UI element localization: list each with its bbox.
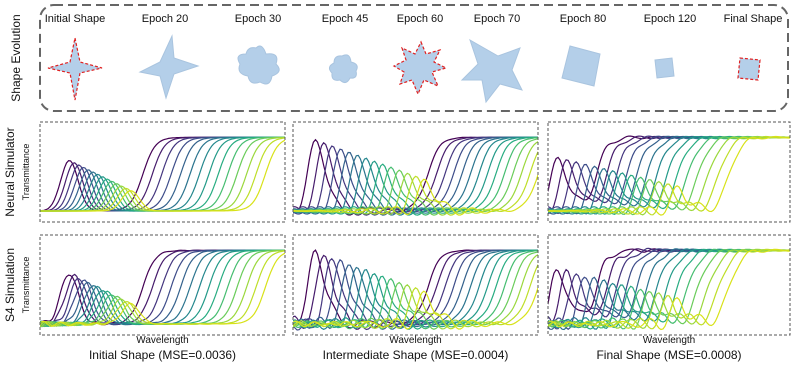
row-label: S4 Simulation bbox=[3, 248, 17, 322]
spectrum-curve bbox=[293, 136, 538, 216]
spectrum-curve bbox=[548, 248, 790, 330]
shape bbox=[654, 57, 675, 79]
shape bbox=[561, 45, 601, 87]
epoch-label: Epoch 60 bbox=[397, 13, 443, 25]
spectrum-curve bbox=[548, 135, 790, 216]
spectrum-curve bbox=[293, 287, 538, 330]
spectrum-curve bbox=[293, 249, 538, 330]
spectrum-curve bbox=[40, 252, 285, 327]
shape bbox=[737, 57, 761, 81]
spectrum-curve bbox=[293, 174, 538, 216]
spectrum-curve bbox=[548, 248, 790, 331]
shape-evolution-label: Shape Evolution bbox=[9, 14, 23, 101]
shape bbox=[237, 45, 280, 85]
spectra bbox=[293, 249, 538, 331]
panel-frame bbox=[39, 234, 286, 336]
epoch-label: Epoch 80 bbox=[560, 13, 606, 25]
spectrum-curve bbox=[40, 139, 285, 212]
y-axis-label: Transmittance bbox=[21, 257, 31, 314]
caption: Final Shape (MSE=0.0008) bbox=[596, 348, 741, 362]
row-label: Neural Simulator bbox=[3, 127, 17, 216]
spectra bbox=[40, 136, 285, 212]
spectra bbox=[548, 247, 790, 331]
y-axis-label: Transmittance bbox=[21, 144, 31, 201]
epoch-label: Epoch 30 bbox=[235, 13, 281, 25]
spectrum-curve bbox=[293, 136, 538, 216]
caption: Initial Shape (MSE=0.0036) bbox=[89, 348, 236, 362]
panel-frame bbox=[547, 121, 791, 223]
epoch-label: Final Shape bbox=[724, 13, 783, 25]
epoch-label: Epoch 45 bbox=[322, 13, 368, 25]
spectra bbox=[548, 135, 790, 216]
x-axis-label: Wavelength bbox=[643, 335, 695, 346]
panel-frame bbox=[292, 234, 539, 336]
shape bbox=[328, 54, 358, 84]
epoch-label: Epoch 70 bbox=[474, 13, 520, 25]
x-axis-label: Wavelength bbox=[136, 335, 188, 346]
epoch-label: Epoch 120 bbox=[644, 13, 697, 25]
shape bbox=[47, 37, 103, 101]
shape bbox=[138, 34, 200, 100]
spectrum-curve bbox=[293, 151, 538, 216]
spectrum-curve bbox=[293, 249, 538, 330]
shape bbox=[392, 40, 448, 96]
caption: Intermediate Shape (MSE=0.0004) bbox=[323, 348, 509, 362]
spectra bbox=[293, 136, 538, 216]
epoch-label: Initial Shape bbox=[45, 13, 106, 25]
panel-frame bbox=[292, 121, 539, 223]
spectrum-curve bbox=[293, 136, 538, 216]
epoch-label: Epoch 20 bbox=[142, 13, 188, 25]
x-axis-label: Wavelength bbox=[389, 335, 441, 346]
spectra bbox=[40, 249, 285, 328]
shape bbox=[460, 38, 523, 104]
panel-frame bbox=[39, 121, 286, 223]
panel-frame bbox=[547, 234, 791, 336]
spectrum-curve bbox=[548, 248, 790, 331]
shapes bbox=[47, 34, 761, 104]
spectrum-curve bbox=[293, 264, 538, 330]
